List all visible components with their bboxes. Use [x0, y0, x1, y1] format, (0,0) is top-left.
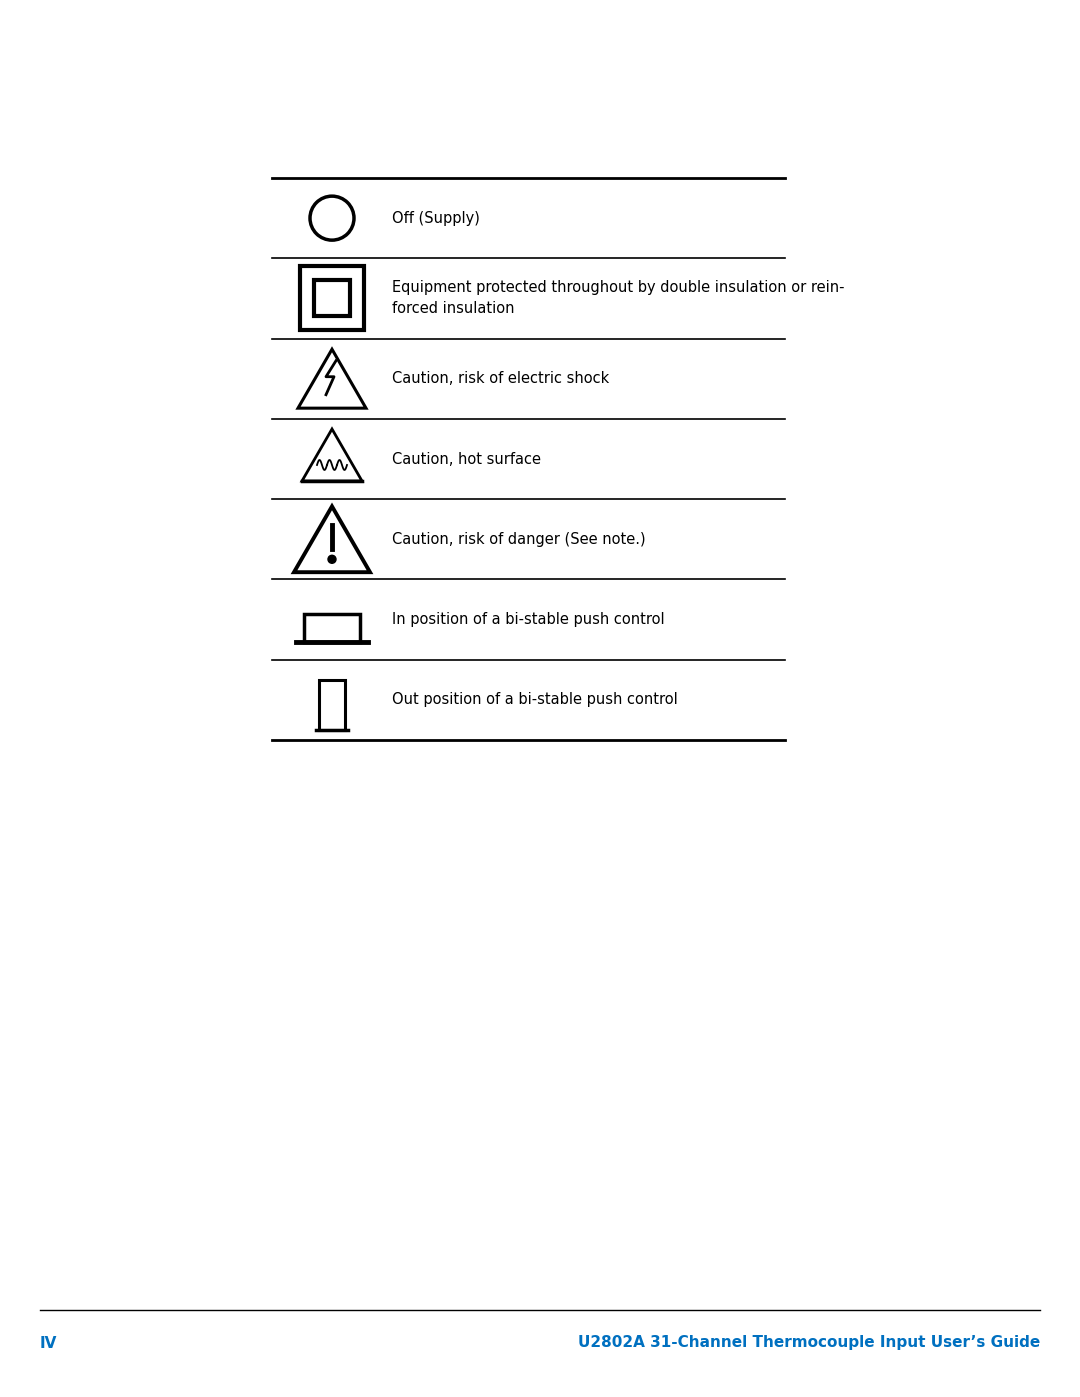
- Bar: [303, 613, 360, 641]
- Text: Caution, hot surface: Caution, hot surface: [392, 451, 541, 467]
- Text: Off (Supply): Off (Supply): [392, 211, 480, 226]
- Text: Caution, risk of danger (See note.): Caution, risk of danger (See note.): [392, 532, 646, 546]
- Text: Out position of a bi-stable push control: Out position of a bi-stable push control: [392, 693, 678, 707]
- Text: In position of a bi-stable push control: In position of a bi-stable push control: [392, 612, 664, 627]
- Text: U2802A 31-Channel Thermocouple Input User’s Guide: U2802A 31-Channel Thermocouple Input Use…: [578, 1336, 1040, 1351]
- Bar: [319, 680, 345, 729]
- Circle shape: [328, 555, 336, 563]
- Text: Caution, risk of electric shock: Caution, risk of electric shock: [392, 372, 609, 386]
- Bar: [300, 267, 364, 331]
- Bar: [314, 281, 350, 317]
- Text: IV: IV: [40, 1336, 57, 1351]
- Text: Equipment protected throughout by double insulation or rein-
forced insulation: Equipment protected throughout by double…: [392, 281, 845, 317]
